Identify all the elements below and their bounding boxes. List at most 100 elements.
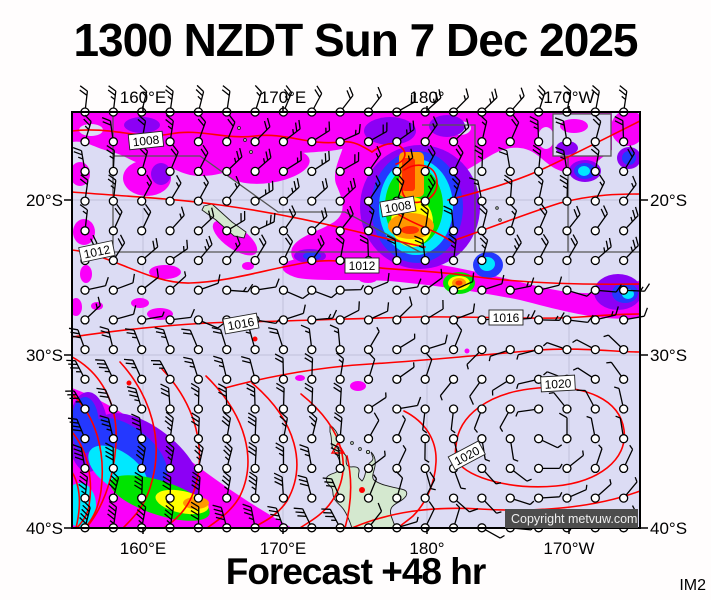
station-circle	[392, 226, 402, 236]
station-circle	[137, 285, 147, 295]
station-circle	[363, 344, 374, 355]
wind-barb	[322, 477, 345, 503]
wind-barb	[590, 284, 622, 295]
wind-barb	[165, 441, 175, 474]
station-circle	[222, 285, 232, 295]
wind-barb	[165, 239, 189, 266]
isobar-label: 1016	[227, 315, 256, 333]
wind-barb	[515, 404, 544, 417]
station-circle	[193, 374, 204, 384]
wind-barb	[499, 404, 515, 432]
wind-barb	[79, 204, 90, 236]
station-circle	[222, 434, 232, 444]
wind-barb	[65, 390, 90, 414]
station-circle	[363, 196, 374, 206]
lon-label-top: 170°W	[543, 88, 594, 107]
station-circle	[193, 344, 204, 355]
station-circle	[80, 493, 90, 503]
wind-barb	[505, 203, 518, 236]
wind-barb	[420, 352, 433, 384]
wind-barb	[363, 450, 386, 474]
station-circle	[80, 463, 90, 474]
wind-barb	[474, 145, 487, 177]
wind-barb	[299, 444, 317, 474]
station-circle	[533, 434, 544, 444]
wind-barb	[154, 327, 175, 355]
station-circle	[477, 493, 487, 503]
wind-barb	[250, 117, 271, 147]
lon-label-top: 170°E	[260, 88, 307, 107]
station-circle	[477, 196, 487, 206]
wind-barb	[108, 305, 137, 325]
station-circle	[108, 196, 118, 206]
station-circle	[137, 434, 147, 444]
wind-barb	[221, 471, 232, 503]
wind-barb	[329, 324, 345, 355]
wind-barb	[448, 174, 461, 206]
wind-barb	[466, 344, 487, 370]
station-circle	[108, 493, 118, 503]
wind-barb	[448, 272, 475, 295]
wind-barb	[193, 174, 209, 206]
station-circle	[505, 226, 515, 236]
station-circle	[250, 196, 260, 206]
wind-barb	[222, 114, 236, 147]
station-circle	[137, 493, 147, 503]
wind-barb	[554, 117, 572, 147]
wind-barb	[533, 463, 563, 474]
wind-barb	[307, 150, 331, 177]
station-circle	[335, 463, 345, 474]
station-circle	[533, 196, 544, 206]
wind-barb	[137, 174, 153, 206]
wind-barb	[108, 204, 123, 236]
station-circle	[420, 493, 430, 503]
wind-barb	[307, 309, 338, 325]
wind-barb	[558, 412, 572, 444]
wind-barb	[392, 444, 407, 474]
wind-barb	[505, 493, 535, 506]
station-circle	[222, 196, 232, 206]
station-circle	[420, 404, 430, 414]
station-circle	[307, 166, 317, 177]
station-circle	[222, 166, 232, 177]
station-circle	[80, 285, 90, 295]
wind-barb	[278, 119, 301, 147]
wind-barb	[278, 151, 302, 177]
station-circle	[590, 285, 600, 295]
wind-barb	[363, 326, 380, 355]
wind-barb	[562, 314, 594, 325]
wind-barb	[193, 235, 213, 266]
station-circle	[562, 226, 572, 236]
station-circle	[420, 196, 430, 206]
station-circle	[250, 344, 260, 355]
wind-barb	[99, 326, 118, 355]
station-circle	[392, 404, 402, 414]
wind-barb	[488, 344, 515, 362]
station-circle	[392, 137, 402, 147]
station-circle	[562, 344, 572, 355]
station-circle	[250, 285, 260, 295]
station-circle	[165, 315, 175, 325]
station-circle	[392, 493, 402, 503]
wind-barb	[503, 174, 515, 206]
wind-barb	[125, 328, 147, 355]
wind-barb	[217, 383, 232, 414]
station-circle	[505, 344, 515, 355]
lat-label-left: 40°S	[26, 519, 63, 538]
station-circle	[619, 344, 629, 355]
station-circle	[137, 315, 147, 325]
station-circle	[80, 196, 90, 206]
station-circle	[562, 463, 572, 474]
chart-title: 1300 NZDT Sun 7 Dec 2025	[73, 14, 638, 66]
station-circle	[278, 137, 289, 147]
wind-barb	[241, 355, 260, 384]
station-circle	[619, 374, 629, 384]
station-circle	[533, 166, 544, 177]
wind-barb	[330, 442, 345, 474]
station-circle	[448, 196, 459, 206]
wind-barb	[477, 233, 489, 266]
station-circle	[619, 285, 629, 295]
station-circle	[250, 226, 260, 236]
station-circle	[448, 374, 459, 384]
